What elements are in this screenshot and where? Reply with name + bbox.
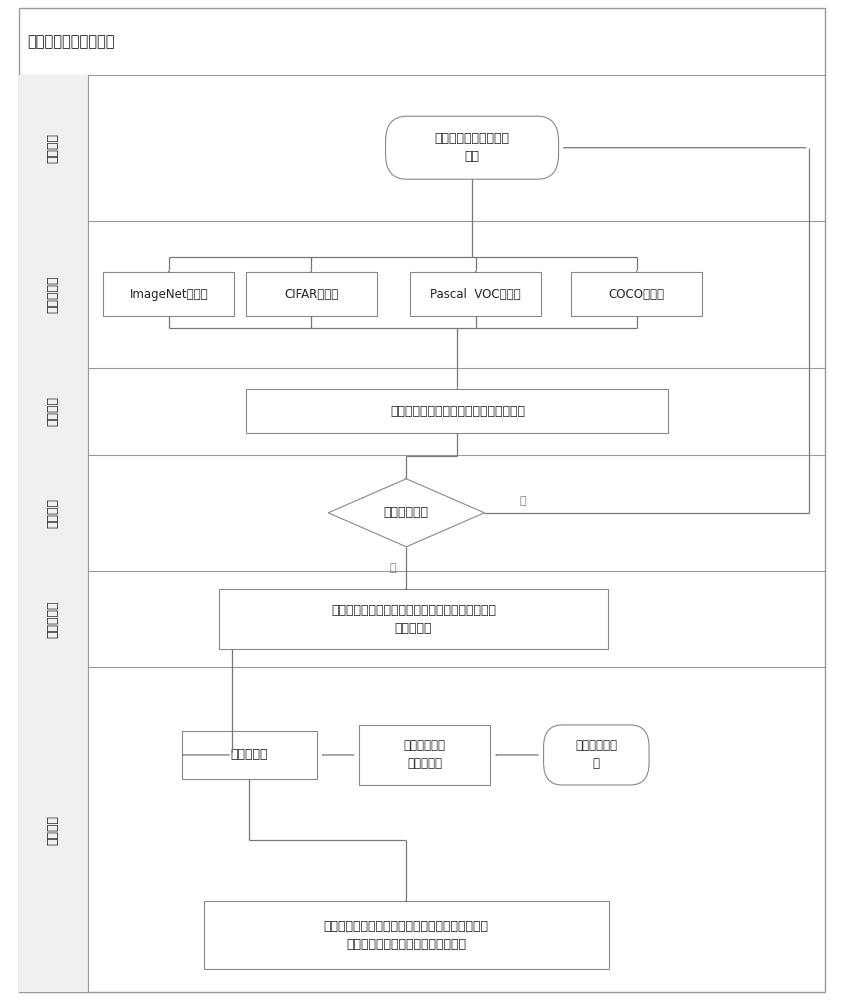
Text: COCO数据集: COCO数据集 — [609, 288, 664, 301]
Bar — [19, 221, 88, 368]
Text: 图像数据特征提取模型: 图像数据特征提取模型 — [27, 34, 115, 49]
Bar — [19, 667, 88, 992]
Bar — [181, 731, 316, 779]
Text: 对构建的卷积神经网络模型进行优化训练: 对构建的卷积神经网络模型进行优化训练 — [390, 405, 525, 418]
Text: 构建深度残差卷积神经
网络: 构建深度残差卷积神经 网络 — [435, 132, 510, 163]
Text: 迁移学习: 迁移学习 — [46, 815, 60, 845]
Text: 无人机航线规
划: 无人机航线规 划 — [576, 739, 617, 770]
Text: 模型优化: 模型优化 — [46, 498, 60, 528]
Bar — [246, 389, 668, 433]
Bar — [571, 272, 702, 316]
Text: ImageNet数据集: ImageNet数据集 — [129, 288, 208, 301]
Bar — [103, 272, 234, 316]
Bar — [19, 368, 88, 455]
Bar — [19, 75, 88, 221]
Text: 是: 是 — [390, 563, 396, 573]
Text: 对预训练模型实现微调，实现迁移学习，得到光伏
板图像数据特征提取的深度学习模型: 对预训练模型实现微调，实现迁移学习，得到光伏 板图像数据特征提取的深度学习模型 — [324, 920, 489, 951]
Text: 图像预处理: 图像预处理 — [230, 748, 268, 761]
Bar — [19, 455, 88, 571]
Text: 否: 否 — [519, 496, 526, 506]
Bar — [246, 272, 376, 316]
Bar — [410, 272, 541, 316]
Text: 开源数据集: 开源数据集 — [46, 276, 60, 313]
Text: 通过验证，获取最优的收敛模型，作为迁移学习的
预训练模型: 通过验证，获取最优的收敛模型，作为迁移学习的 预训练模型 — [331, 604, 496, 635]
FancyBboxPatch shape — [386, 116, 559, 179]
Bar — [219, 589, 608, 649]
FancyBboxPatch shape — [544, 725, 649, 785]
Text: 模型是否收敛: 模型是否收敛 — [384, 506, 429, 519]
Bar — [19, 571, 88, 667]
Text: 预训练模型: 预训练模型 — [46, 600, 60, 638]
Text: Pascal  VOC数据集: Pascal VOC数据集 — [430, 288, 521, 301]
Text: 采集大量光伏
板图像数据: 采集大量光伏 板图像数据 — [403, 739, 446, 770]
Bar — [360, 725, 490, 785]
Polygon shape — [328, 479, 484, 547]
Bar — [203, 901, 609, 969]
Text: CIFAR数据集: CIFAR数据集 — [284, 288, 338, 301]
Text: 神经网络: 神经网络 — [46, 133, 60, 163]
Text: 初始训练: 初始训练 — [46, 396, 60, 426]
